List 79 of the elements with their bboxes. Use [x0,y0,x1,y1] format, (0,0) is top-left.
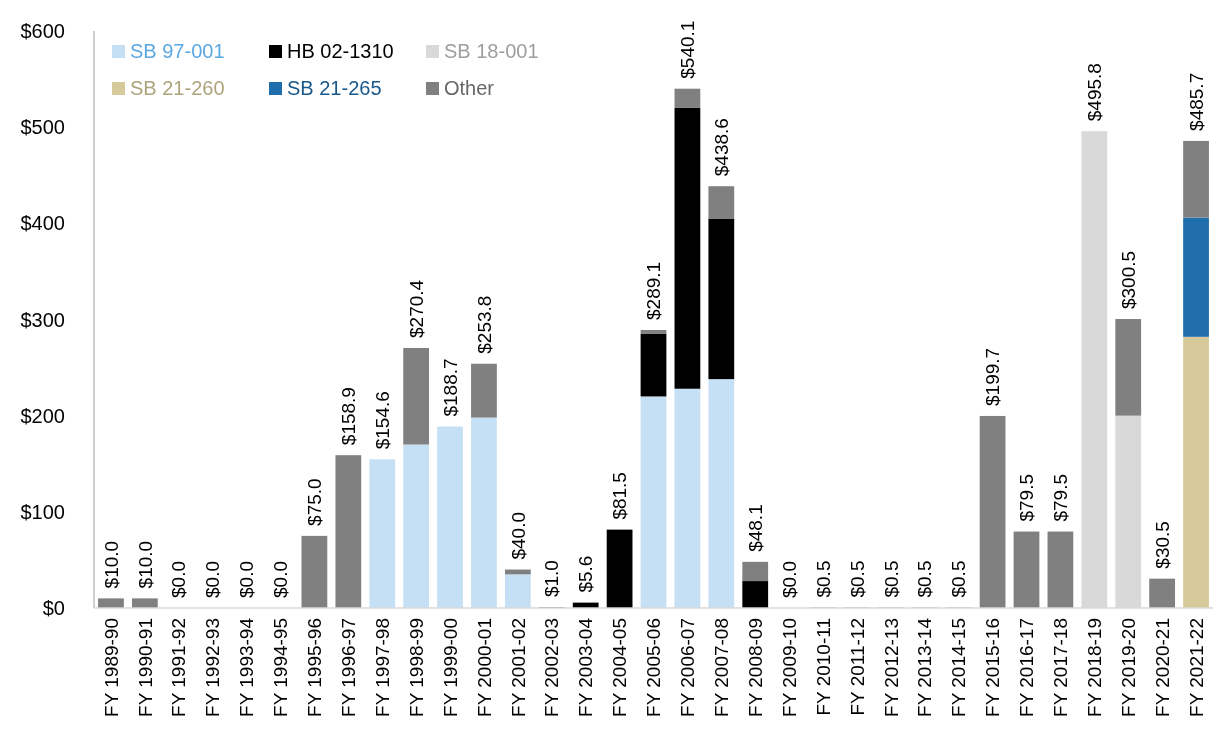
y-tick-label: $200 [20,404,65,427]
total-label: $10.0 [100,540,122,589]
total-label: $0.5 [846,560,868,598]
x-tick-label: FY 2008-09 [744,618,766,717]
legend-label: SB 21-265 [287,77,382,99]
total-label: $253.8 [473,295,495,354]
total-label: $495.8 [1083,63,1105,122]
x-tick-label: FY 2010-11 [812,618,834,716]
total-label: $1.0 [541,560,563,598]
y-tick-label: $0 [42,597,65,619]
x-tick-label: FY 2000-01 [473,618,495,717]
total-label: $0.0 [270,561,292,598]
x-tick-label: FY 1989-90 [100,618,122,717]
total-label: $289.1 [643,261,665,320]
x-tick-label: FY 2009-10 [778,618,800,717]
x-tick-label: FY 2007-08 [710,618,732,717]
total-label: $10.0 [134,540,156,589]
x-tick-label: FY 2013-14 [914,617,936,717]
total-label: $188.7 [439,358,461,417]
x-tick-label: FY 1993-94 [236,617,258,717]
x-tick-label: FY 2005-06 [643,618,665,717]
total-label: $0.0 [778,561,800,598]
y-tick-label: $400 [20,212,65,235]
total-label: $0.0 [202,561,224,598]
x-tick-label: FY 1999-00 [439,618,461,717]
y-tick-label: $300 [20,308,65,331]
x-tick-label: FY 1998-99 [405,618,427,717]
x-tick-label: FY 2011-12 [846,618,868,716]
total-label: $5.6 [575,555,597,593]
y-tick-label: $500 [20,116,65,139]
total-label: $48.1 [744,504,766,552]
legend-label: SB 18-001 [444,40,539,62]
total-label: $0.5 [880,560,902,598]
x-tick-label: FY 2018-19 [1083,618,1105,717]
total-label: $540.1 [677,20,699,79]
x-tick-label: FY 2014-15 [948,618,970,717]
legend-label: SB 97-001 [130,40,225,62]
x-tick-label: FY 2001-02 [507,618,529,717]
x-tick-label: FY 1997-98 [371,618,393,717]
x-tick-label: FY 1994-95 [270,618,292,717]
y-tick-label: $100 [20,500,65,523]
total-label: $270.4 [405,279,427,338]
total-label: $0.5 [948,560,970,598]
x-tick-label: FY 1990-91 [134,618,156,717]
total-label: $438.6 [710,118,732,177]
total-label: $158.9 [337,387,359,446]
legend-label: HB 02-1310 [287,40,394,62]
total-label: $300.5 [1117,250,1139,310]
x-tick-label: FY 2004-05 [609,618,631,717]
x-tick-label: FY 2012-13 [880,618,902,717]
total-label: $81.5 [609,472,631,520]
x-tick-label: FY 1995-96 [304,618,326,717]
x-tick-label: FY 2017-18 [1050,618,1072,717]
x-tick-label: FY 2021-22 [1185,618,1207,717]
x-tick-label: FY 2006-07 [677,618,699,717]
x-tick-label: FY 2015-16 [982,618,1004,717]
x-tick-label: FY 1996-97 [337,618,359,717]
total-label: $79.5 [1016,474,1038,522]
x-tick-label: FY 2016-17 [1016,618,1038,717]
total-label: $79.5 [1050,474,1072,522]
total-label: $0.0 [236,561,258,598]
x-tick-label: FY 1991-92 [168,618,190,717]
total-label: $199.7 [982,347,1004,406]
x-tick-label: FY 2003-04 [575,617,597,717]
legend-label: SB 21-260 [130,77,225,99]
total-label: $0.0 [168,561,190,598]
total-label: $154.6 [371,391,393,450]
x-tick-label: FY 2002-03 [541,618,563,717]
total-label: $485.7 [1185,72,1207,131]
legend-label: Other [444,77,495,99]
y-tick-label: $600 [20,20,65,42]
total-label: $40.0 [507,511,529,560]
total-label: $0.5 [812,560,834,598]
x-tick-label: FY 2020-21 [1151,618,1173,717]
total-label: $30.5 [1151,521,1173,569]
x-tick-label: FY 2019-20 [1117,618,1139,717]
x-tick-label: FY 1992-93 [202,618,224,717]
total-label: $0.5 [914,560,936,598]
total-label: $75.0 [304,478,326,526]
